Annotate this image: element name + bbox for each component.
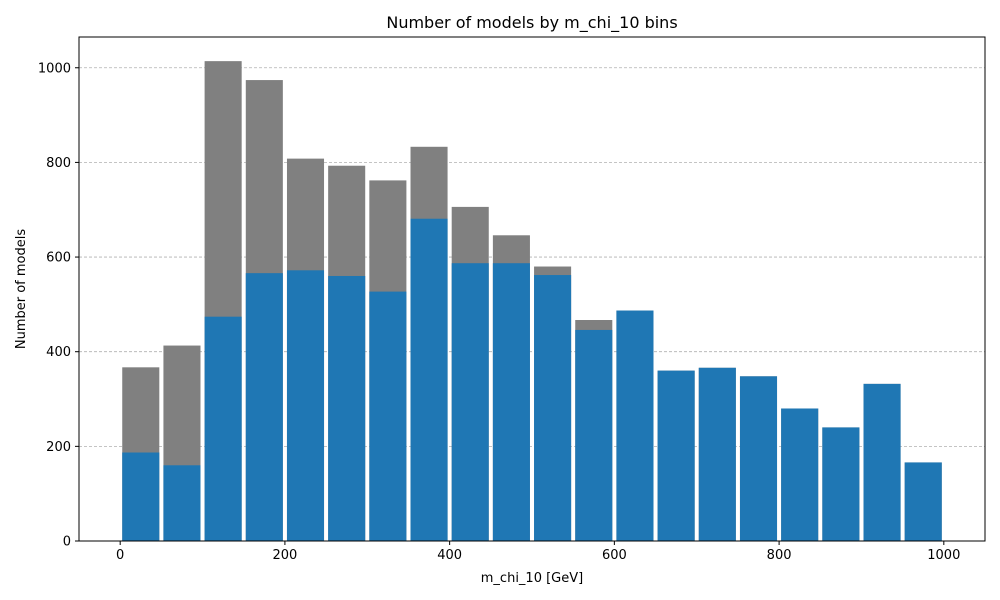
bar-series-2 <box>616 310 654 541</box>
bar-series-2 <box>781 408 819 541</box>
bar-series-2 <box>657 370 695 541</box>
bar-series-2 <box>369 291 407 541</box>
x-axis-label: m_chi_10 [GeV] <box>481 571 583 586</box>
bar-series-2 <box>163 465 201 541</box>
x-tick-label: 0 <box>116 548 124 563</box>
bar-series-2 <box>904 462 942 541</box>
bar-series-2 <box>286 270 325 541</box>
y-axis-label: Number of models <box>14 229 29 349</box>
y-tick-label: 0 <box>63 535 71 550</box>
y-tick-label: 1000 <box>38 61 71 76</box>
x-tick-label: 800 <box>767 548 792 563</box>
y-tick-label: 400 <box>46 345 71 360</box>
bar-series-2 <box>534 275 572 541</box>
plot-frame <box>78 36 986 542</box>
x-tick-label: 400 <box>437 548 462 563</box>
y-tick-label: 800 <box>46 156 71 171</box>
bar-series-2 <box>451 263 489 541</box>
bar-series-2 <box>204 316 242 541</box>
bars <box>122 61 942 542</box>
bar-series-2 <box>492 263 530 541</box>
bar-series-2 <box>245 273 283 541</box>
bar-series-2 <box>410 218 448 541</box>
bar-series-2 <box>328 275 366 541</box>
x-tick-label: 1000 <box>927 548 960 563</box>
y-tick-label: 600 <box>46 251 71 266</box>
bar-series-2 <box>575 329 613 541</box>
x-tick-label: 200 <box>272 548 297 563</box>
bar-series-2 <box>863 383 901 541</box>
chart-title: Number of models by m_chi_10 bins <box>386 13 677 33</box>
ticks: 0 200 400 600 800 1000 0 200 400 600 800 1000 <box>38 61 960 563</box>
x-tick-label: 600 <box>602 548 627 563</box>
bar-series-2 <box>739 376 778 541</box>
y-tick-label: 200 <box>46 440 71 455</box>
bar-series-2 <box>822 427 860 541</box>
bar-series-2 <box>698 367 736 541</box>
bar-series-2 <box>122 452 160 541</box>
